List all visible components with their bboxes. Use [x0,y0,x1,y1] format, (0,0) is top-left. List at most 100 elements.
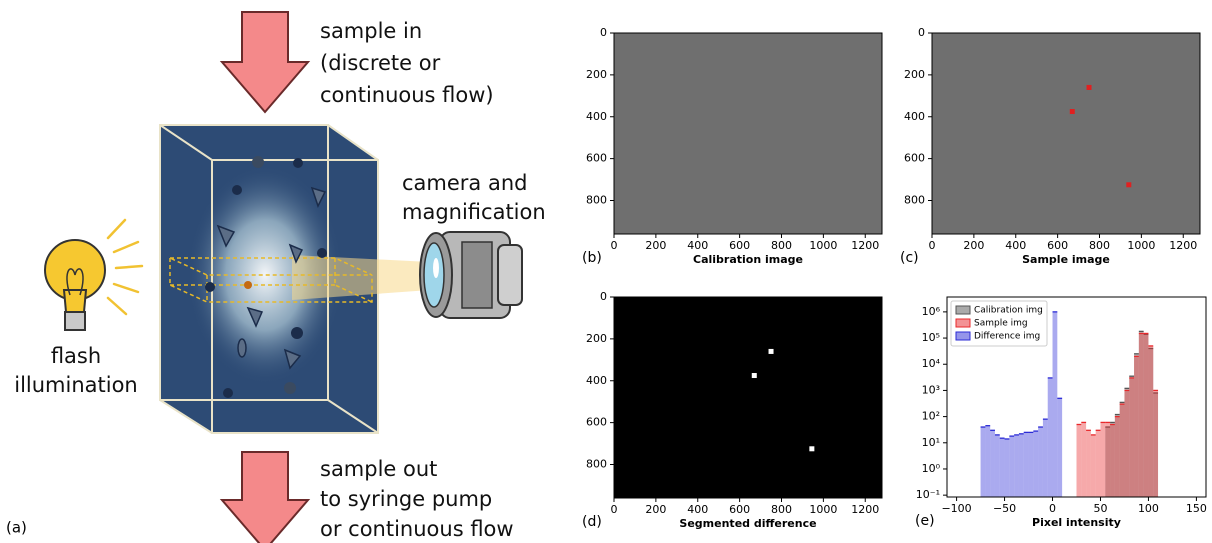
y-tick-label: 800 [586,194,607,207]
hist-bar [1138,331,1144,497]
y-tick-label: 600 [586,416,607,429]
x-tick-label: 1200 [1169,239,1197,252]
y-tick-label: 400 [586,374,607,387]
panel-label: (b) [582,250,602,266]
arrow-out [219,451,311,543]
x-axis-label: Sample image [1022,253,1110,266]
label-sample-in: sample in [320,19,422,43]
x-tick-label: 200 [645,239,666,252]
hist-bar [1143,333,1149,497]
hist-bar [1138,333,1144,497]
flash-bulb [44,218,144,331]
x-tick-label: 800 [771,239,792,252]
axes-frame [931,32,1201,235]
hist-bar [1153,392,1159,497]
hist-bar [985,425,991,497]
hist-bar [1124,388,1130,497]
y-tick-label: 10⁶ [922,305,941,318]
legend-swatch [955,305,971,315]
diagram: sample in (discrete or continuous flow) … [14,11,546,543]
y-tick-label: 200 [904,68,925,81]
axes-frame [613,296,883,499]
spot [809,446,815,452]
x-tick-label: 600 [729,503,750,516]
x-tick-label: 600 [729,239,750,252]
x-tick-label: 400 [687,239,708,252]
spot [1126,182,1132,188]
label-flash: flash [51,344,101,368]
hist-bar [990,430,995,497]
label-camera: camera and [402,171,527,195]
spot [1086,84,1092,90]
y-tick-label: 10⁰ [922,462,941,475]
x-tick-label: −100 [941,502,971,515]
x-tick-label: 50 [1093,502,1107,515]
y-tick-label: 0 [600,26,607,39]
hist-bar [994,434,1000,497]
image-background [932,33,1200,234]
label-sample-out: or continuous flow [320,517,514,541]
hist-bar [1095,430,1101,497]
x-tick-label: 600 [1047,239,1068,252]
spot [1069,109,1075,115]
x-tick-label: 1000 [1127,239,1155,252]
hist-bar [1018,433,1024,497]
legend-label: Calibration img [974,306,1043,316]
hist-bar [1042,419,1048,497]
hist-bar [1114,416,1120,497]
x-tick-label: 200 [963,239,984,252]
y-tick-label: 0 [918,26,925,39]
hist-bar [1134,356,1139,497]
hist-bar [1090,434,1096,497]
x-tick-label: 400 [1005,239,1026,252]
y-tick-label: 600 [586,152,607,165]
y-tick-label: 10⁻¹ [916,488,940,501]
x-tick-label: 0 [611,503,618,516]
hist-bar [1004,438,1010,497]
legend-box [950,300,1048,347]
hist-bar [1148,345,1154,497]
hist-bar [1033,431,1039,497]
hist-bar [999,438,1005,497]
hist-bar [1014,434,1019,497]
y-tick-label: 800 [586,458,607,471]
hist-bar [1038,427,1043,497]
panel-label: (e) [915,513,935,529]
label-sample-in: continuous flow) [320,83,494,107]
x-tick-label: 800 [771,503,792,516]
legend-swatch [955,318,971,328]
panel-label: (a) [6,519,27,537]
hist-bar [1009,436,1015,497]
y-tick-label: 400 [904,110,925,123]
x-tick-label: 0 [929,239,936,252]
label-sample-in: (discrete or [320,51,441,75]
x-tick-label: 800 [1089,239,1110,252]
hist-bar [1129,376,1135,497]
hist-bar [1052,311,1058,497]
x-tick-label: 1000 [809,239,837,252]
hist-bar [1129,377,1135,497]
x-axis-label: Segmented difference [679,517,816,530]
hist-bar [1105,427,1111,497]
y-tick-label: 200 [586,332,607,345]
image-background [614,297,882,498]
x-tick-label: 200 [645,503,666,516]
spot [751,373,757,379]
hist-bar [1057,398,1063,497]
x-tick-label: 400 [687,503,708,516]
hist-bar [1028,432,1034,497]
hist-bar [1153,390,1159,497]
axes-frame [613,32,883,235]
histogram-bars [980,311,1159,497]
hist-bar [1110,422,1115,497]
y-tick-label: 800 [904,194,925,207]
hist-bar [1119,404,1125,497]
hist-bar [1086,430,1091,497]
panel-label: (c) [900,250,919,266]
hist-bar [1119,402,1125,497]
x-tick-label: 0 [611,239,618,252]
label-sample-out: sample out [320,457,437,481]
label-sample-out: to syringe pump [320,487,492,511]
y-tick-label: 0 [600,290,607,303]
